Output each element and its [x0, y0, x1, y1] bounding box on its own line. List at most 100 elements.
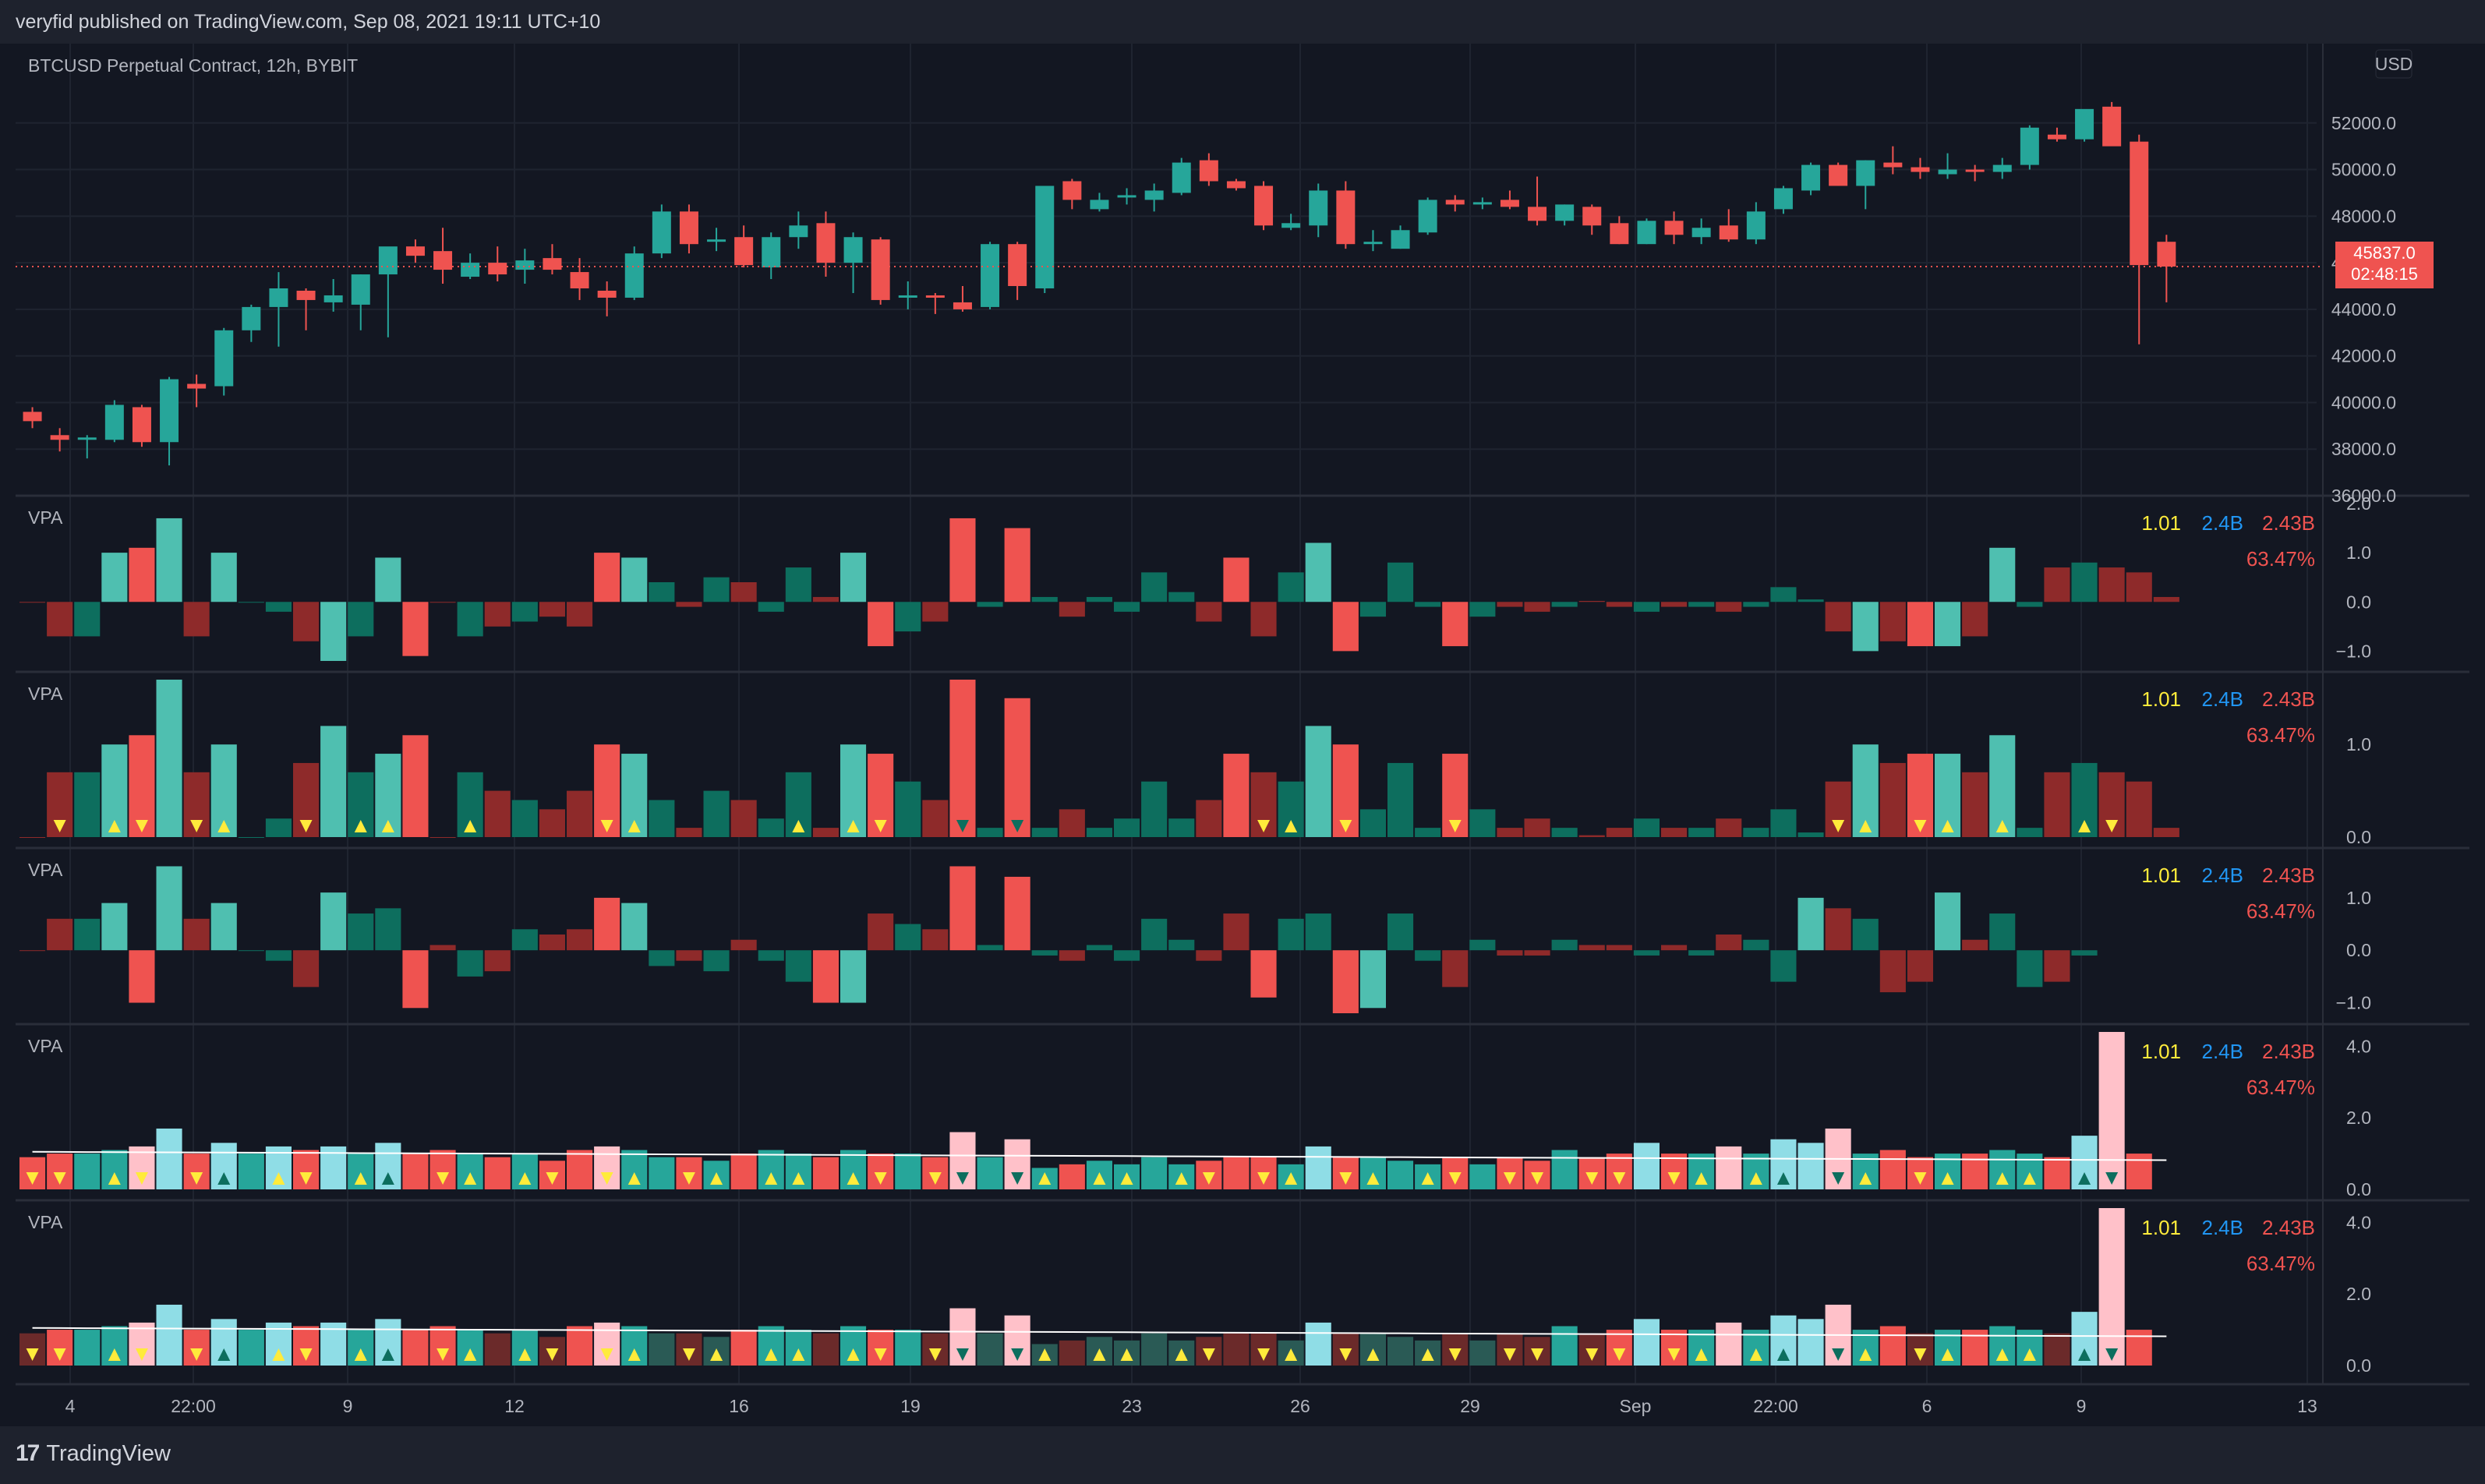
vpa-bar	[47, 918, 73, 951]
vpa-bar	[758, 818, 784, 837]
vpa-bar	[1716, 602, 1742, 612]
candle-body	[789, 225, 808, 238]
signal-down-triangle	[1257, 1172, 1271, 1185]
signal-up-triangle	[1859, 1348, 1872, 1361]
vpa-bar	[74, 1154, 101, 1189]
vpa-bar	[156, 1304, 182, 1366]
legend-value: 2.43B	[2262, 1216, 2315, 1239]
vpa-bar	[1716, 935, 1742, 951]
vpa-bar	[649, 582, 675, 602]
vpa-panes[interactable]: VPA 1.01 2.4B 2.43B 63.47% VPA 1.01 2.4B 2.43B 63…	[19, 507, 2315, 1366]
vpa-bar	[1688, 950, 1715, 956]
vpa-bar	[2017, 950, 2043, 988]
last-price: 45837.0	[2353, 243, 2416, 263]
vpa-bar	[1551, 1150, 1578, 1189]
candle-body	[1172, 162, 1191, 193]
vpa-bar	[1770, 950, 1797, 982]
vpa-bar	[1114, 818, 1140, 837]
signal-down-triangle	[53, 1348, 66, 1361]
candle-body	[652, 211, 671, 254]
vpa-bar	[457, 950, 483, 977]
candle-body	[597, 290, 617, 298]
vpa-bar	[1797, 897, 1824, 951]
vpa-bar	[1141, 1157, 1168, 1189]
vpa-bar	[1168, 939, 1195, 951]
vpa-bar	[484, 1333, 511, 1366]
candle-body	[1528, 207, 1547, 221]
signal-down-triangle	[1448, 1172, 1462, 1185]
candle-body	[925, 295, 945, 298]
vpa-bar	[1469, 1340, 1496, 1366]
candle-body	[1637, 221, 1656, 245]
candle-body	[1610, 223, 1629, 245]
pane-title-vpa: VPA	[28, 1036, 63, 1056]
vpa-bar	[567, 1150, 593, 1189]
legend-value: 2.43B	[2262, 1040, 2315, 1063]
legend-value: 2.43B	[2262, 511, 2315, 535]
signal-down-triangle	[546, 1348, 559, 1361]
vpa-average-line	[32, 1150, 2167, 1161]
vpa-bar	[1387, 913, 1414, 951]
vpa-bar	[2044, 950, 2070, 982]
candle-body	[214, 330, 234, 387]
vpa-bar	[1031, 950, 1058, 956]
time-tick-label: 4	[65, 1396, 76, 1416]
vpa-bar	[2153, 828, 2179, 837]
vpa-bar	[402, 950, 429, 1009]
vpa-bar	[1415, 828, 1441, 837]
time-tick-label: 9	[2077, 1396, 2087, 1416]
vpa-bar	[1716, 1146, 1742, 1189]
vpa-bar	[1223, 754, 1250, 837]
vpa-bar	[457, 602, 483, 637]
vpa-bar	[2071, 562, 2098, 602]
vpa-bar	[511, 602, 538, 622]
vpa-bar	[1305, 726, 1331, 837]
signal-up-triangle	[108, 1348, 121, 1361]
time-tick-label: 16	[729, 1396, 749, 1416]
legend-value: 1.01	[2141, 511, 2181, 535]
vpa-bar	[1716, 1322, 1742, 1366]
signal-down-triangle	[135, 1172, 148, 1185]
vpa-bar	[101, 903, 128, 951]
vpa-average-line	[32, 1327, 2167, 1337]
signal-down-triangle	[2105, 1172, 2119, 1185]
signal-up-triangle	[2023, 1348, 2036, 1361]
vpa-bar	[1305, 1322, 1331, 1366]
vpa-bar	[840, 553, 867, 602]
currency-box[interactable]	[2375, 49, 2413, 79]
vpa-bar	[1141, 1333, 1168, 1366]
vpa-bar	[895, 602, 921, 632]
signal-up-triangle	[354, 1172, 367, 1185]
vpa-bar	[1442, 950, 1469, 988]
candle-body	[23, 412, 42, 422]
vpa-bar	[895, 1330, 921, 1366]
vpa-bar	[785, 567, 811, 602]
vpa-bar	[539, 809, 565, 837]
signal-up-triangle	[1859, 1172, 1872, 1185]
signal-up-triangle	[518, 1348, 532, 1361]
vpa-bar	[1332, 602, 1359, 652]
vpa-bar	[567, 1326, 593, 1366]
candle-body	[323, 295, 343, 302]
vpa-bar	[1086, 596, 1112, 602]
chart-area[interactable]: VPA 1.01 2.4B 2.43B 63.47% VPA 1.01 2.4B 2.43B 63…	[16, 44, 2469, 1426]
tradingview-logo-text: TradingView	[46, 1440, 171, 1466]
vpa-bar	[1962, 939, 1988, 951]
legend-percent: 63.47%	[2246, 899, 2315, 923]
vpa-bar	[1469, 1164, 1496, 1189]
vpa-bar	[348, 602, 374, 637]
vpa-bar	[1633, 950, 1660, 956]
time-tick-label: 9	[343, 1396, 353, 1416]
tradingview-logo[interactable]: 17 TradingView	[16, 1440, 171, 1467]
vpa-bar	[868, 913, 894, 951]
vpa-bar	[649, 1333, 675, 1366]
vpa-bar	[2071, 950, 2098, 956]
vpa-bar	[1661, 828, 1688, 837]
vpa-bar	[1196, 602, 1222, 622]
pane-title-vpa: VPA	[28, 860, 63, 880]
vpa-bar	[1168, 818, 1195, 837]
vpa-tick-label: −1.0	[2336, 641, 2371, 661]
price-pane[interactable]	[16, 101, 2323, 466]
vpa-bar	[1524, 818, 1550, 837]
